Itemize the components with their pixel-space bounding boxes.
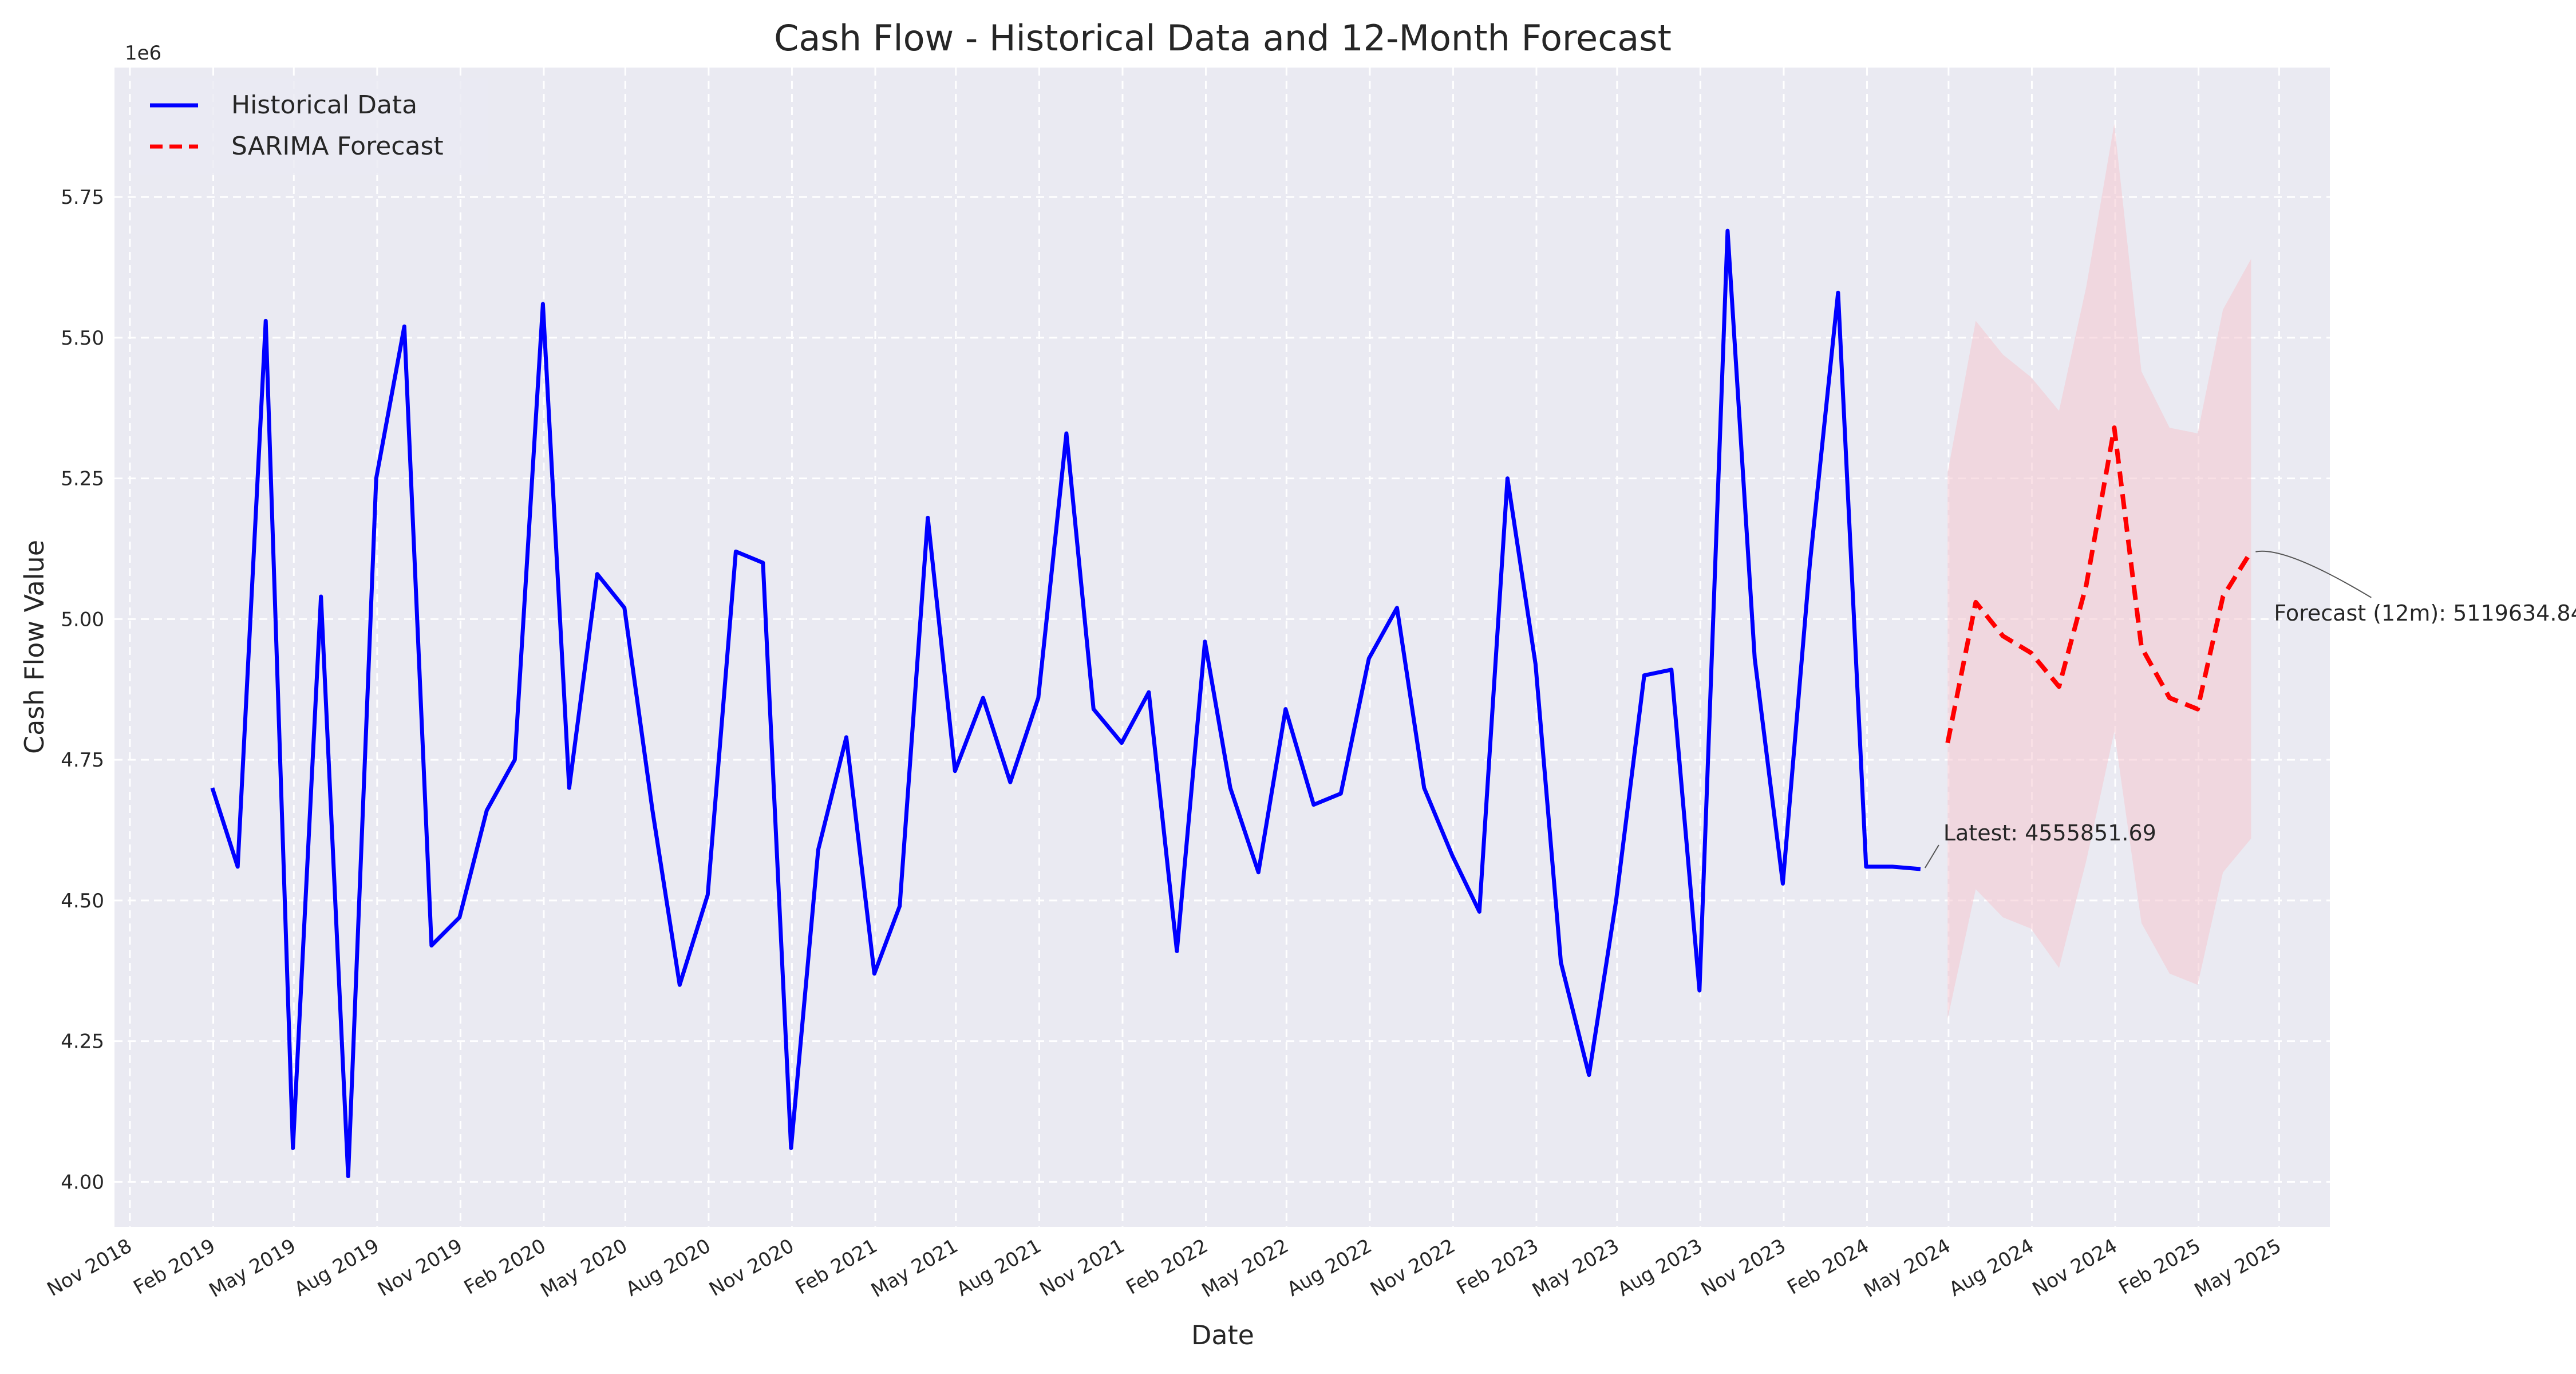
y-tick-label: 4.00 — [61, 1171, 104, 1194]
sarima-forecast-line — [1945, 425, 2253, 744]
legend-label-forecast: SARIMA Forecast — [231, 132, 444, 161]
legend-box — [133, 78, 488, 175]
legend-label-historical: Historical Data — [231, 90, 417, 120]
annotation-forecast: Forecast (12m): 5119634.84 — [2274, 601, 2576, 626]
y-tick-label: 4.50 — [61, 890, 104, 913]
annotation-arrow-forecast — [2255, 550, 2372, 598]
y-tick-label: 5.00 — [61, 608, 104, 631]
y-axis-offset-label: 1e6 — [125, 42, 161, 65]
y-tick-label: 4.25 — [61, 1030, 104, 1053]
x-axis-label: Date — [1191, 1320, 1254, 1351]
confidence-band-layer — [1947, 124, 2251, 1019]
legend: Historical Data SARIMA Forecast — [133, 78, 488, 175]
annotations: Latest: 4555851.69 Forecast (12m): 511963… — [1924, 550, 2576, 868]
historical-data-line — [210, 228, 1921, 1178]
annotation-arrow-latest — [1924, 844, 1939, 868]
y-tick-label: 5.50 — [61, 327, 104, 350]
y-axis-label: Cash Flow Value — [19, 540, 50, 754]
chart-title: Cash Flow - Historical Data and 12-Month… — [774, 17, 1672, 59]
annotation-latest: Latest: 4555851.69 — [1943, 820, 2156, 846]
y-tick-label: 4.75 — [61, 749, 104, 772]
forecast-confidence-band — [1947, 124, 2251, 1019]
y-tick-label: 5.75 — [61, 186, 104, 209]
series-layer — [210, 228, 2253, 1178]
y-tick-label: 5.25 — [61, 468, 104, 491]
